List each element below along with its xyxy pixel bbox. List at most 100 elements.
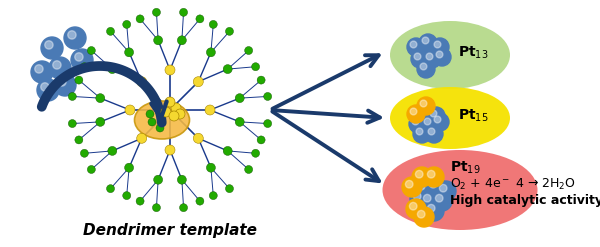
Circle shape bbox=[418, 108, 425, 115]
Circle shape bbox=[125, 163, 134, 172]
Circle shape bbox=[178, 36, 187, 45]
Circle shape bbox=[152, 204, 160, 212]
Circle shape bbox=[427, 205, 435, 212]
Circle shape bbox=[123, 21, 131, 28]
Circle shape bbox=[161, 107, 171, 117]
Circle shape bbox=[88, 165, 95, 173]
Circle shape bbox=[407, 38, 425, 56]
Circle shape bbox=[68, 92, 76, 101]
Circle shape bbox=[68, 120, 76, 127]
Circle shape bbox=[148, 118, 156, 126]
Circle shape bbox=[424, 201, 444, 221]
Circle shape bbox=[175, 109, 185, 119]
Ellipse shape bbox=[390, 87, 510, 149]
Circle shape bbox=[137, 77, 147, 87]
Circle shape bbox=[416, 128, 423, 135]
Circle shape bbox=[251, 149, 260, 157]
Circle shape bbox=[431, 38, 449, 56]
Circle shape bbox=[235, 117, 244, 126]
Circle shape bbox=[54, 74, 76, 96]
Circle shape bbox=[156, 124, 164, 132]
Circle shape bbox=[154, 175, 163, 184]
Circle shape bbox=[53, 61, 61, 69]
Circle shape bbox=[409, 202, 417, 210]
Circle shape bbox=[75, 53, 83, 61]
Circle shape bbox=[417, 97, 435, 115]
Circle shape bbox=[136, 197, 144, 205]
Circle shape bbox=[165, 97, 175, 107]
Text: Pt$_{15}$: Pt$_{15}$ bbox=[458, 108, 488, 124]
Circle shape bbox=[68, 31, 76, 39]
Circle shape bbox=[418, 210, 425, 218]
Circle shape bbox=[420, 63, 427, 70]
Circle shape bbox=[209, 21, 217, 28]
Circle shape bbox=[45, 41, 53, 49]
Circle shape bbox=[125, 48, 134, 57]
Text: O$_2$ + 4e$^-$ 4 → 2H$_2$O: O$_2$ + 4e$^-$ 4 → 2H$_2$O bbox=[450, 176, 576, 192]
Circle shape bbox=[245, 165, 253, 173]
Circle shape bbox=[196, 197, 204, 205]
Circle shape bbox=[415, 170, 423, 178]
Circle shape bbox=[407, 105, 425, 123]
Circle shape bbox=[430, 180, 437, 188]
Circle shape bbox=[433, 48, 451, 66]
Circle shape bbox=[430, 110, 437, 117]
Circle shape bbox=[193, 133, 203, 143]
Circle shape bbox=[226, 185, 233, 193]
Text: Pt$_{13}$: Pt$_{13}$ bbox=[458, 45, 488, 61]
Circle shape bbox=[251, 63, 260, 71]
Text: Dendrimer template: Dendrimer template bbox=[83, 223, 257, 238]
Circle shape bbox=[257, 76, 265, 84]
Circle shape bbox=[49, 57, 71, 79]
Circle shape bbox=[108, 146, 117, 155]
Circle shape bbox=[412, 118, 419, 125]
Circle shape bbox=[257, 136, 265, 144]
Circle shape bbox=[223, 146, 232, 155]
Circle shape bbox=[107, 185, 115, 193]
Circle shape bbox=[196, 15, 204, 23]
Circle shape bbox=[107, 27, 115, 35]
Circle shape bbox=[226, 27, 233, 35]
Circle shape bbox=[171, 103, 181, 113]
Circle shape bbox=[428, 128, 435, 135]
Circle shape bbox=[406, 199, 426, 219]
Circle shape bbox=[71, 49, 93, 71]
Circle shape bbox=[410, 189, 430, 209]
Circle shape bbox=[424, 167, 444, 187]
Circle shape bbox=[421, 115, 439, 133]
Circle shape bbox=[146, 110, 154, 118]
Circle shape bbox=[423, 50, 441, 68]
Circle shape bbox=[179, 8, 188, 16]
Ellipse shape bbox=[134, 101, 190, 139]
Circle shape bbox=[209, 192, 217, 200]
Circle shape bbox=[422, 37, 429, 44]
Circle shape bbox=[425, 125, 443, 143]
Circle shape bbox=[427, 170, 435, 178]
Circle shape bbox=[417, 60, 435, 78]
Circle shape bbox=[418, 182, 425, 190]
Ellipse shape bbox=[383, 150, 538, 230]
Circle shape bbox=[431, 113, 449, 131]
Circle shape bbox=[64, 27, 86, 49]
Circle shape bbox=[96, 94, 105, 103]
Circle shape bbox=[436, 181, 456, 201]
Circle shape bbox=[439, 185, 447, 192]
Circle shape bbox=[179, 204, 188, 212]
Circle shape bbox=[414, 53, 421, 60]
Text: High catalytic activity: High catalytic activity bbox=[450, 193, 600, 206]
Circle shape bbox=[41, 37, 63, 59]
Circle shape bbox=[414, 207, 434, 227]
Circle shape bbox=[427, 107, 445, 125]
Circle shape bbox=[432, 191, 452, 211]
Circle shape bbox=[165, 145, 175, 155]
Circle shape bbox=[410, 108, 417, 115]
Circle shape bbox=[413, 192, 421, 200]
Circle shape bbox=[206, 163, 215, 172]
Circle shape bbox=[75, 136, 83, 144]
Circle shape bbox=[235, 94, 244, 103]
Circle shape bbox=[245, 46, 253, 55]
Circle shape bbox=[37, 79, 59, 101]
Circle shape bbox=[123, 192, 131, 200]
Circle shape bbox=[410, 41, 417, 48]
Circle shape bbox=[436, 194, 443, 202]
